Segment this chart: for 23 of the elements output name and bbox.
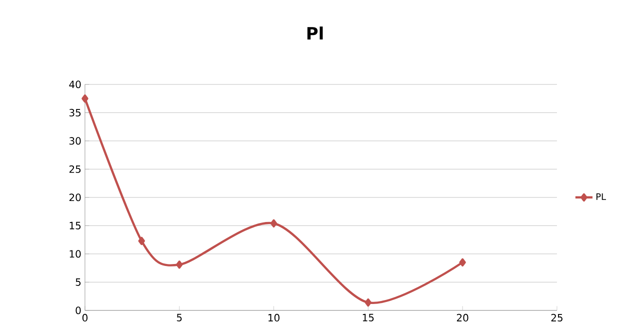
y-tick-label: 40	[69, 80, 81, 88]
legend-label: PL	[596, 193, 606, 200]
x-tick-label: 0	[82, 314, 88, 322]
y-tick-label: 30	[69, 137, 81, 145]
y-tick-label: 0	[76, 306, 81, 314]
y-tick-label: 35	[69, 108, 81, 116]
point	[176, 260, 183, 269]
point	[82, 94, 88, 103]
x-tick-label: 5	[176, 314, 182, 322]
y-tick-label: 25	[69, 165, 81, 173]
point	[138, 236, 145, 246]
point	[270, 219, 278, 228]
x-tick-label: 15	[362, 314, 374, 322]
x-tick-label: 10	[268, 314, 280, 322]
y-tick-label: 20	[69, 194, 81, 202]
y-tick-label: 5	[76, 278, 81, 286]
point	[459, 258, 466, 266]
y-tick-label: 10	[70, 250, 81, 258]
x-tick-label: 20	[456, 314, 468, 322]
chart-title: Pl	[307, 26, 323, 40]
x-tick-label: 25	[551, 314, 562, 322]
y-tick-label: 15	[70, 222, 81, 230]
point	[364, 298, 372, 307]
